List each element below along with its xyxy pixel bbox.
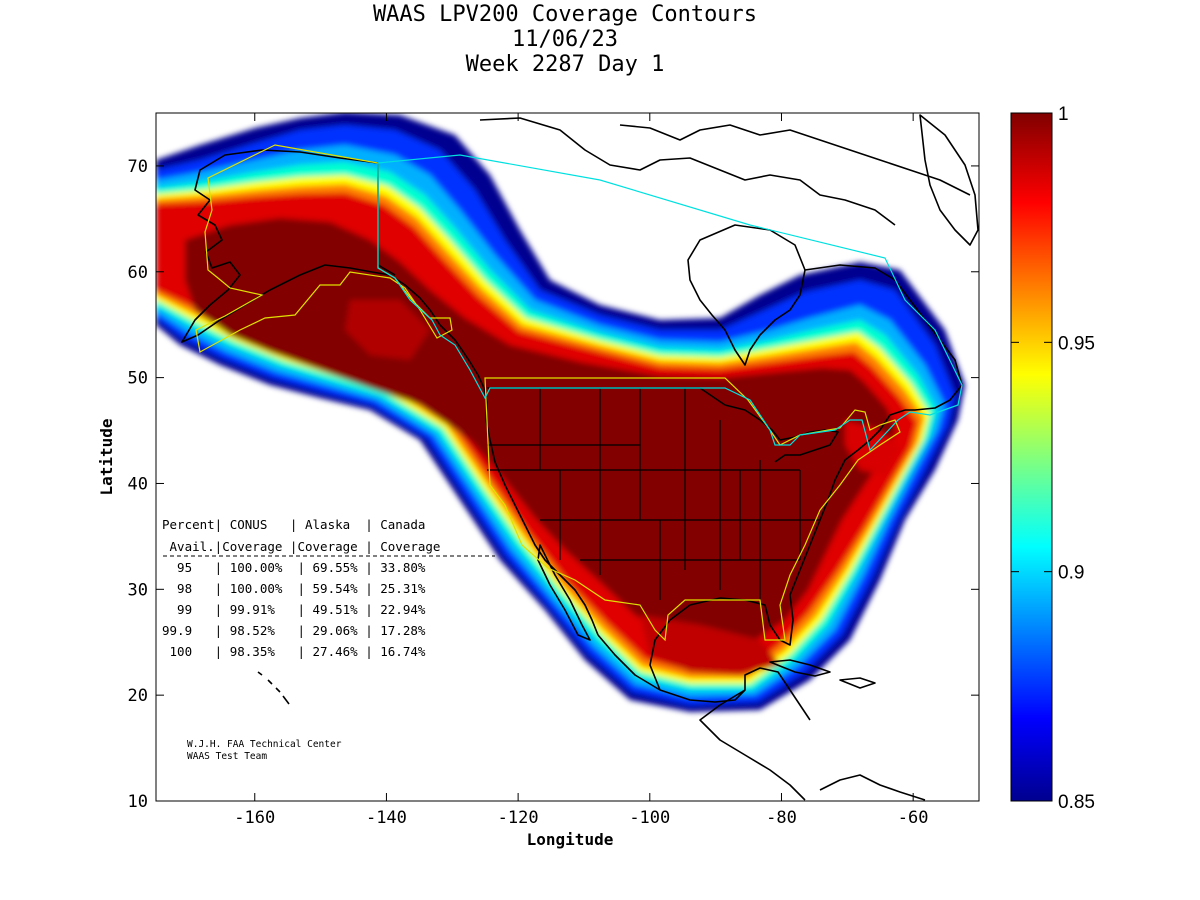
us-state-lines: [487, 388, 820, 600]
y-tick-label: 70: [128, 157, 148, 177]
south-america-coast: [819, 774, 926, 801]
x-axis-label: Longitude: [527, 830, 614, 849]
west-coastline: [439, 324, 599, 636]
y-tick-label: 60: [128, 263, 148, 283]
mexico-coastline: [597, 634, 811, 721]
colorbar-ticks: 1 0.95 0.9 0.85: [1011, 104, 1095, 813]
greenland-coast: [919, 114, 979, 246]
coverage-table-row-999: 99.9 | 98.52% | 29.06% | 17.28%: [162, 623, 426, 638]
coverage-table-header2: Avail.|Coverage |Coverage | Coverage: [162, 539, 440, 554]
central-america: [699, 689, 806, 801]
coverage-patch-gulf: [640, 615, 780, 675]
conus-service-volume: [484, 377, 901, 642]
y-tick-label: 30: [128, 580, 148, 600]
chart-date: 11/06/23: [512, 27, 618, 52]
alaska-coastline: [181, 149, 441, 343]
arctic-islands-1: [479, 117, 896, 226]
x-tick-label: -60: [898, 808, 929, 828]
colorbar: 1 0.95 0.9 0.85: [1010, 104, 1095, 813]
map-plot-area: Percent| CONUS | Alaska | Canada Avail.|…: [156, 113, 979, 801]
x-tick-label: -100: [629, 808, 670, 828]
y-tick-label: 20: [128, 686, 148, 706]
baja-coastline: [537, 544, 591, 641]
hudson-bay: [687, 224, 806, 366]
colorbar-gradient: [1010, 112, 1053, 802]
colorbar-tick-label: 0.85: [1058, 792, 1095, 813]
alaska-service-volume: [195, 144, 453, 353]
x-tick-label: -120: [498, 808, 539, 828]
credit-line1: W.J.H. FAA Technical Center: [187, 739, 342, 750]
chart-title: WAAS LPV200 Coverage Contours: [372, 2, 758, 27]
plot-frame: [155, 112, 980, 802]
colorbar-tick-label: 1: [1058, 104, 1069, 125]
x-tick-label: -140: [366, 808, 407, 828]
gulf-coastline: [649, 409, 906, 691]
y-tick-label: 10: [128, 792, 148, 812]
y-axis-label: Latitude: [97, 418, 116, 495]
x-tick-label: -160: [234, 808, 275, 828]
colorbar-tick-label: 0.95: [1058, 333, 1095, 354]
chart-week: Week 2287 Day 1: [465, 52, 665, 77]
coverage-patch-pacific: [345, 300, 430, 360]
coverage-table-row-98: 98 | 100.00% | 59.54% | 25.31%: [162, 581, 426, 596]
x-axis-ticks: -160 -140 -120 -100 -80 -60: [234, 113, 929, 828]
service-volumes: [195, 144, 963, 642]
y-tick-label: 50: [128, 369, 148, 389]
x-tick-label: -80: [766, 808, 797, 828]
y-tick-label: 40: [128, 474, 148, 494]
coverage-table-row-99: 99 | 99.91% | 49.51% | 22.94%: [162, 602, 426, 617]
y-axis-ticks: 10 20 30 40 50 60 70: [128, 157, 979, 812]
colorbar-tick-label: 0.9: [1058, 563, 1084, 584]
cuba: [769, 659, 831, 677]
canada-service-volume: [377, 154, 963, 452]
hispaniola: [839, 677, 876, 689]
great-lakes: [724, 404, 839, 463]
credit-line2: WAAS Test Team: [187, 751, 267, 762]
coverage-table-header1: Percent| CONUS | Alaska | Canada: [162, 517, 425, 532]
coverage-table-row-95: 95 | 100.00% | 69.55% | 33.80%: [162, 560, 426, 575]
coverage-table-row-100: 100 | 98.35% | 27.46% | 16.74%: [162, 644, 426, 659]
hawaii-islands: [257, 671, 290, 705]
coverage-table: Percent| CONUS | Alaska | Canada Avail.|…: [162, 517, 495, 659]
arctic-islands-2: [619, 124, 971, 196]
